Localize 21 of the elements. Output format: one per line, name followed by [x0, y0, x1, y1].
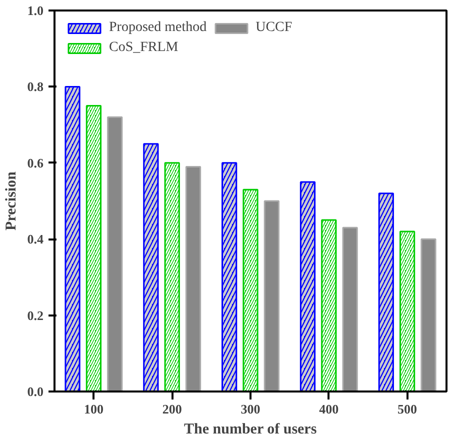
bar [420, 238, 436, 392]
bar [107, 116, 123, 392]
bar [342, 226, 358, 392]
y-tick-label: 0.2 [27, 308, 44, 323]
x-tick-label: 200 [162, 402, 182, 416]
y-axis-title: Precision [3, 170, 20, 230]
x-tick-label: 300 [240, 402, 260, 416]
x-tick-label: 100 [84, 402, 104, 416]
y-tick-label: 0.4 [27, 232, 44, 247]
legend-label: Proposed method [109, 20, 207, 36]
x-tick-label: 400 [319, 402, 339, 416]
x-tick-label: 500 [398, 402, 418, 416]
legend-label: CoS_FRLM [109, 40, 178, 56]
y-tick-label: 0.8 [27, 79, 44, 94]
legend-label: UCCF [256, 20, 292, 36]
x-axis-title: The number of users [184, 422, 317, 438]
bar [264, 200, 280, 392]
y-tick-label: 0.6 [27, 155, 44, 170]
y-tick-label: 1.0 [27, 3, 44, 18]
y-tick-label: 0.0 [27, 384, 44, 399]
bar [185, 166, 202, 392]
